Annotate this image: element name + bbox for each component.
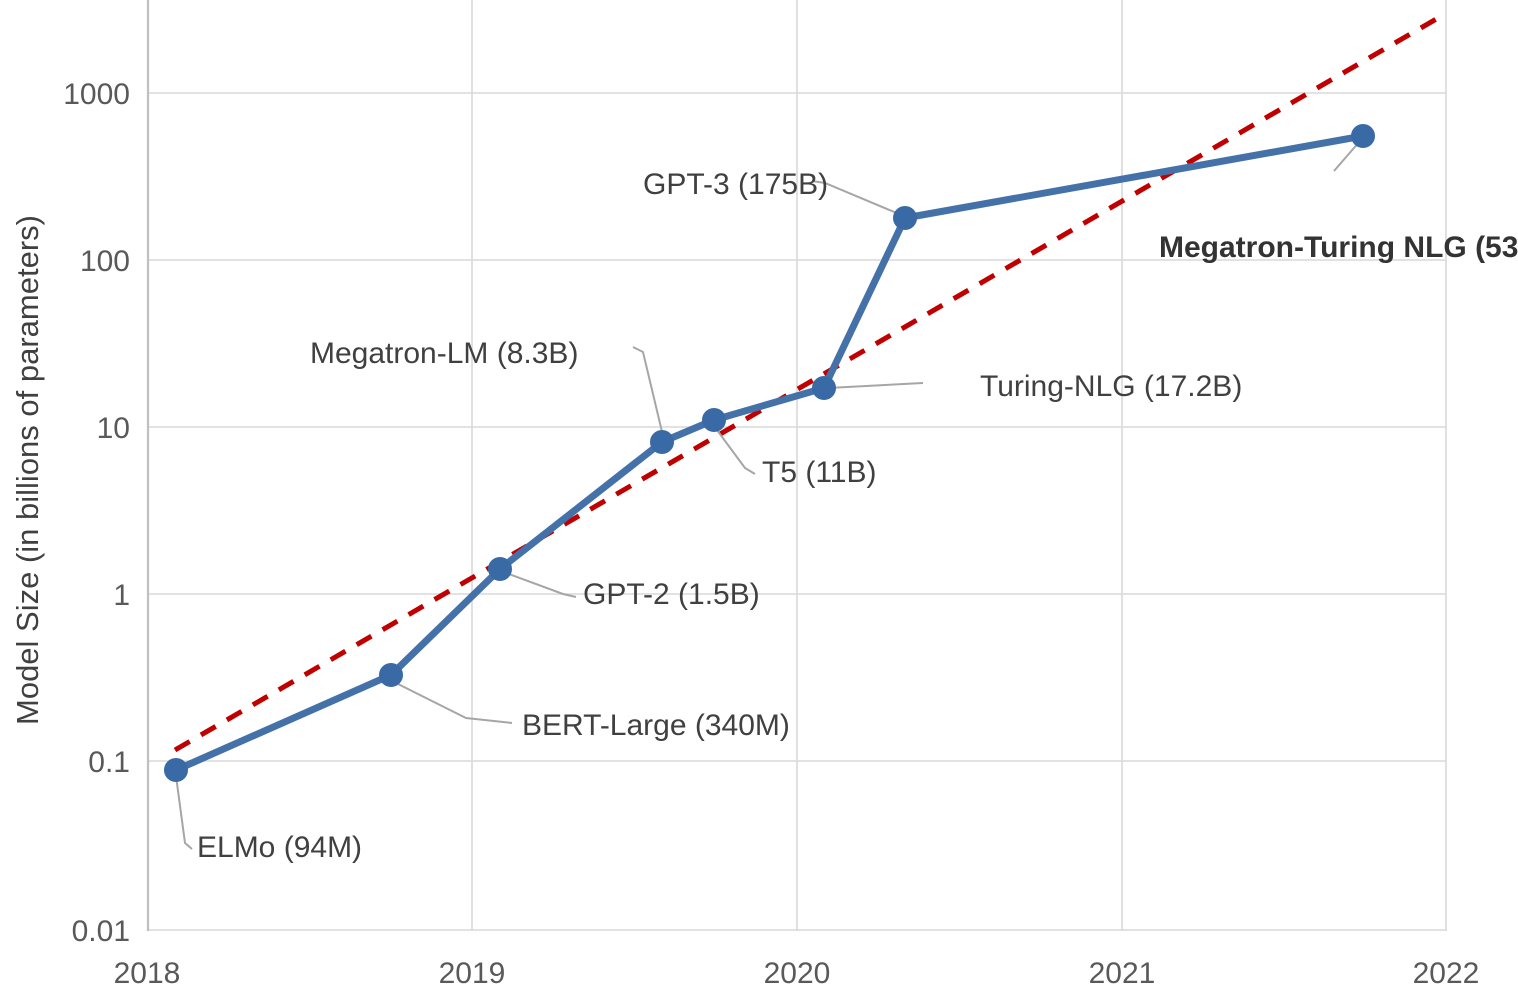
y-axis-title: Model Size (in billions of parameters) — [10, 215, 45, 725]
annotation-megatron-lm: Megatron-LM (8.3B) — [310, 337, 578, 370]
annotation-turing-nlg: Turing-NLG (17.2B) — [980, 370, 1242, 403]
annotation-leader-lines — [175, 140, 1361, 850]
annotation-elmo: ELMo (94M) — [197, 831, 362, 864]
marker-megatron-turing-nlg[interactable] — [1351, 124, 1375, 148]
annotation-bert-large: BERT-Large (340M) — [522, 709, 790, 742]
annotation-megatron-turing-nlg: Megatron-Turing NLG (530B) — [1159, 231, 1518, 264]
x-tick-label-2018: 2018 — [114, 957, 181, 990]
y-axis-tick-labels: 1000 100 10 1 0.1 0.01 — [63, 78, 130, 948]
leader-gpt-3 — [811, 180, 900, 215]
leader-elmo — [175, 775, 193, 850]
leader-megatron-lm — [632, 346, 664, 437]
y-tick-label-1000: 1000 — [63, 78, 130, 111]
x-tick-label-2021: 2021 — [1089, 957, 1156, 990]
marker-elmo[interactable] — [164, 758, 188, 782]
leader-turing-nlg — [827, 382, 924, 389]
marker-megatron-lm[interactable] — [650, 430, 674, 454]
marker-bert-large[interactable] — [379, 663, 403, 687]
x-tick-label-2022: 2022 — [1413, 957, 1480, 990]
y-tick-label-0.01: 0.01 — [72, 915, 130, 948]
y-tick-label-0.1: 0.1 — [88, 746, 130, 779]
x-axis-tick-labels: 2018 2019 2020 2021 2022 — [114, 957, 1480, 990]
trend-line-exponential — [173, 15, 1440, 753]
marker-gpt-2[interactable] — [488, 557, 512, 581]
data-point-markers — [164, 124, 1375, 782]
marker-gpt-3[interactable] — [893, 206, 917, 230]
x-tick-label-2019: 2019 — [439, 957, 506, 990]
leader-t5 — [713, 425, 756, 475]
y-tick-label-10: 10 — [97, 412, 130, 445]
leader-bert-large — [393, 681, 513, 724]
y-tick-label-1: 1 — [113, 579, 130, 612]
marker-turing-nlg[interactable] — [812, 376, 836, 400]
marker-t5[interactable] — [702, 408, 726, 432]
annotation-gpt-3: GPT-3 (175B) — [643, 168, 828, 201]
leader-gpt-2 — [505, 572, 577, 598]
data-point-annotations: ELMo (94M) BERT-Large (340M) GPT-2 (1.5B… — [197, 168, 1518, 864]
x-tick-label-2020: 2020 — [764, 957, 831, 990]
annotation-t5: T5 (11B) — [762, 456, 876, 489]
leader-megatron-turing-nlg — [1333, 140, 1361, 172]
y-tick-label-100: 100 — [80, 245, 130, 278]
series-line-model-size — [172, 132, 1367, 774]
annotation-gpt-2: GPT-2 (1.5B) — [583, 578, 760, 611]
vertical-gridlines — [146, 0, 1447, 931]
